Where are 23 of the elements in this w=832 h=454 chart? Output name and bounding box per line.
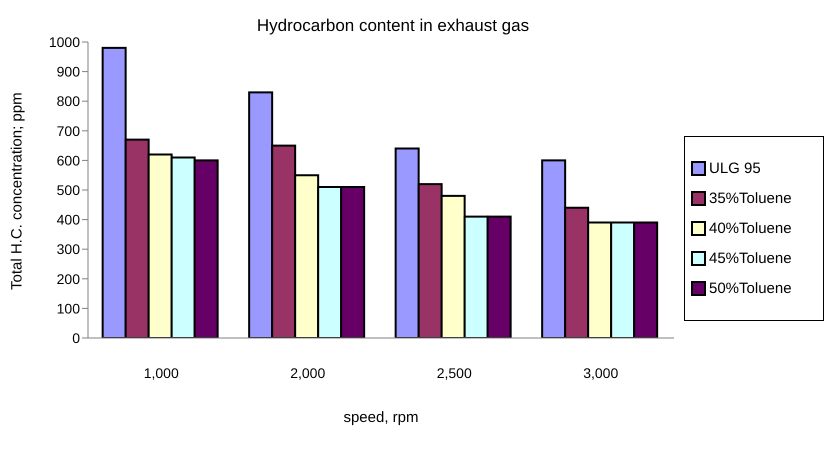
- y-axis-title: Total H.C. concentration; ppm: [8, 92, 26, 290]
- x-tick-label: 2,000: [290, 364, 326, 381]
- legend-label: 40%Toluene: [709, 220, 792, 236]
- x-tick-label: 3,000: [583, 364, 618, 381]
- y-tick-label: 1000: [48, 34, 80, 50]
- legend-label: 50%Toluene: [709, 280, 792, 296]
- x-axis-title: speed, rpm: [343, 409, 419, 426]
- y-tick-label: 200: [56, 270, 80, 287]
- y-tick-label: 300: [56, 241, 80, 258]
- legend-label: ULG 95: [709, 160, 761, 176]
- y-tick-label: 500: [56, 182, 80, 198]
- y-tick-label: 0: [72, 330, 80, 346]
- y-tick-label: 800: [56, 93, 80, 110]
- y-tick-label: 600: [56, 152, 80, 168]
- x-tick-label: 2,500: [436, 364, 472, 381]
- y-tick-label: 100: [56, 300, 80, 316]
- y-tick-label: 900: [56, 64, 80, 80]
- y-tick-label: 400: [56, 212, 80, 228]
- legend-label: 45%Toluene: [709, 250, 792, 266]
- x-tick-label: 1,000: [144, 364, 179, 381]
- y-tick-label: 700: [56, 122, 80, 139]
- legend-label: 35%Toluene: [709, 190, 792, 206]
- chart-title: Hydrocarbon content in exhaust gas: [256, 16, 530, 36]
